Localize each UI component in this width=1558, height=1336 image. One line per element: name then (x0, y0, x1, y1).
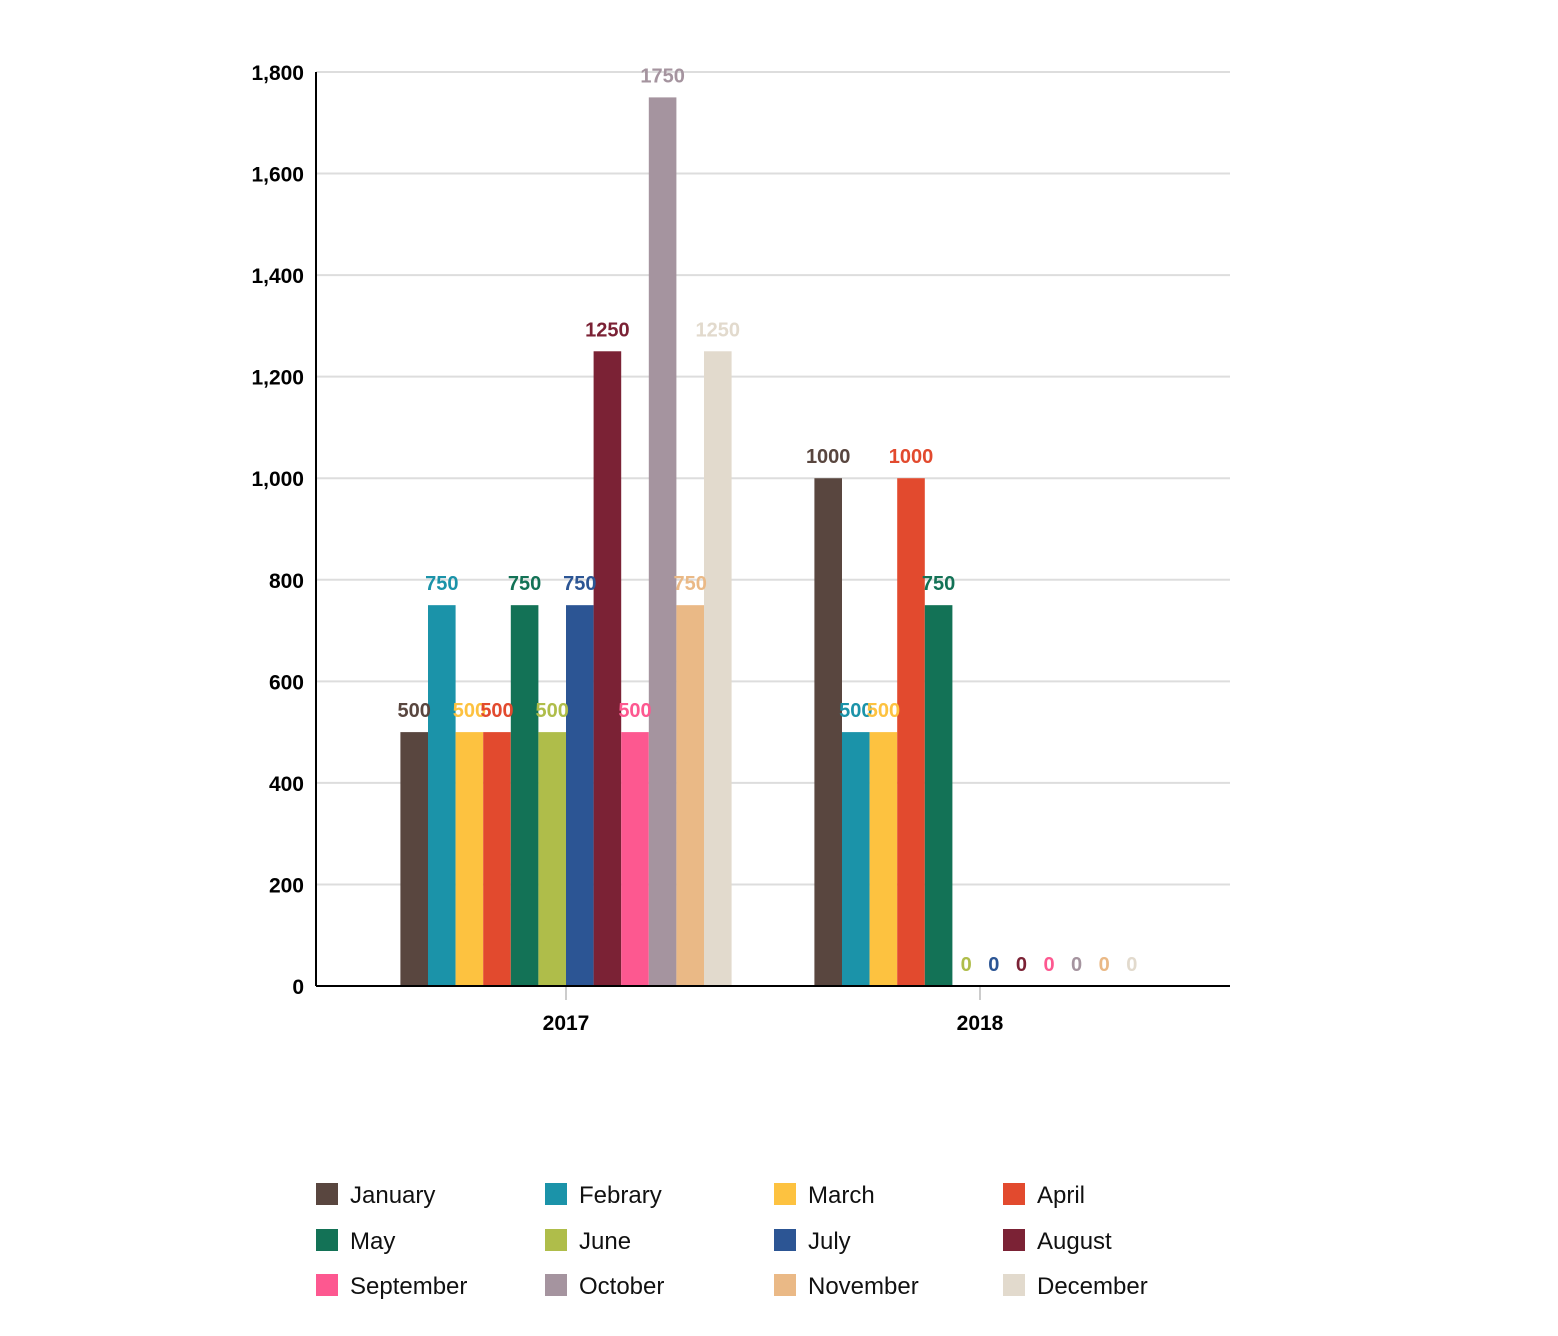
legend-swatch (545, 1183, 567, 1205)
data-label-january-2017: 500 (398, 700, 431, 722)
legend-item-december: December (1003, 1273, 1148, 1300)
y-axis: 0 200 400 600 800 1,000 1,200 1,400 1,600 1,800 (251, 62, 317, 999)
legend-label: September (350, 1273, 467, 1300)
data-label-april-2017: 500 (480, 700, 513, 722)
legend-label: May (350, 1228, 395, 1255)
data-label-october-2017: 1750 (640, 65, 685, 87)
data-label-july-2018: 0 (988, 954, 999, 976)
legend-item-november: November (774, 1273, 919, 1300)
legend-label: April (1037, 1182, 1085, 1209)
legend-label: August (1037, 1228, 1112, 1255)
legend-item-october: October (545, 1273, 664, 1300)
bar-december-2017 (704, 351, 732, 986)
bar-april-2017 (483, 732, 511, 986)
data-label-june-2018: 0 (961, 954, 972, 976)
y-tick-label: 600 (269, 671, 304, 694)
data-label-april-2018: 1000 (889, 446, 934, 468)
legend-item-march: March (774, 1182, 875, 1209)
y-tick-label: 1,400 (251, 265, 304, 288)
bar-september-2017 (621, 732, 649, 986)
legend-swatch (774, 1274, 796, 1296)
legend-label: July (808, 1228, 851, 1255)
y-tick-label: 200 (269, 874, 304, 897)
legend-label: December (1037, 1273, 1148, 1300)
legend-label: Febrary (579, 1182, 662, 1209)
data-labels: 5007505005007505007501250500175075012501… (398, 65, 1138, 976)
legend-swatch (316, 1183, 338, 1205)
data-label-august-2017: 1250 (585, 319, 630, 341)
data-label-febrary-2018: 500 (839, 700, 872, 722)
y-tick-label: 1,200 (251, 367, 304, 390)
legend-label: January (350, 1182, 435, 1209)
legend-label: October (579, 1273, 664, 1300)
legend-swatch (1003, 1229, 1025, 1251)
bar-january-2018 (814, 478, 842, 986)
data-label-december-2018: 0 (1126, 954, 1137, 976)
y-tick-label: 400 (269, 773, 304, 796)
data-label-june-2017: 500 (536, 700, 569, 722)
data-label-may-2018: 750 (922, 573, 955, 595)
data-label-march-2017: 500 (453, 700, 486, 722)
legend-swatch (774, 1183, 796, 1205)
legend-item-august: August (1003, 1228, 1112, 1255)
data-label-febrary-2017: 750 (425, 573, 458, 595)
data-label-july-2017: 750 (563, 573, 596, 595)
bar-august-2017 (593, 351, 622, 986)
legend-item-july: July (774, 1228, 851, 1255)
bar-november-2017 (676, 605, 704, 986)
bar-march-2018 (869, 732, 898, 986)
data-label-may-2017: 750 (508, 573, 541, 595)
y-tick-label: 1,000 (251, 468, 304, 491)
legend-item-june: June (545, 1228, 631, 1255)
legend-swatch (545, 1229, 567, 1251)
bar-january-2017 (400, 732, 428, 986)
bar-october-2017 (648, 97, 677, 986)
legend-label: November (808, 1273, 919, 1300)
data-label-december-2017: 1250 (696, 319, 741, 341)
legend-swatch (1003, 1274, 1025, 1296)
data-label-march-2018: 500 (867, 700, 900, 722)
legend-swatch (545, 1274, 567, 1296)
x-category-label: 2017 (543, 1012, 590, 1035)
bar-may-2018 (924, 605, 953, 986)
data-label-september-2017: 500 (618, 700, 651, 722)
data-label-november-2018: 0 (1099, 954, 1110, 976)
y-tick-label: 1,600 (251, 164, 304, 187)
legend: January Febrary March April May June July Augus… (316, 1182, 1148, 1300)
legend-item-september: September (316, 1273, 467, 1300)
legend-swatch (1003, 1183, 1025, 1205)
y-tick-label: 1,800 (251, 62, 304, 85)
data-label-november-2017: 750 (674, 573, 707, 595)
bar-june-2017 (538, 732, 566, 986)
legend-item-april: April (1003, 1182, 1085, 1209)
y-tick-label: 800 (269, 570, 304, 593)
bar-febrary-2018 (842, 732, 870, 986)
legend-swatch (316, 1229, 338, 1251)
legend-item-febrary: Febrary (545, 1182, 662, 1209)
x-category-label: 2018 (957, 1012, 1004, 1035)
data-label-january-2018: 1000 (806, 446, 851, 468)
bar-july-2017 (566, 605, 594, 986)
legend-swatch (316, 1274, 338, 1296)
data-label-august-2018: 0 (1016, 954, 1027, 976)
x-axis: 2017 2018 (316, 985, 1230, 1035)
y-tick-label: 0 (292, 976, 304, 999)
bar-febrary-2017 (428, 605, 456, 986)
bar-april-2018 (897, 478, 925, 986)
legend-item-january: January (316, 1182, 435, 1209)
data-label-october-2018: 0 (1071, 954, 1082, 976)
legend-swatch (774, 1229, 796, 1251)
bars (400, 97, 953, 986)
legend-label: June (579, 1228, 631, 1255)
data-label-september-2018: 0 (1043, 954, 1054, 976)
bar-march-2017 (455, 732, 484, 986)
legend-item-may: May (316, 1228, 395, 1255)
legend-label: March (808, 1182, 875, 1209)
bar-may-2017 (510, 605, 539, 986)
